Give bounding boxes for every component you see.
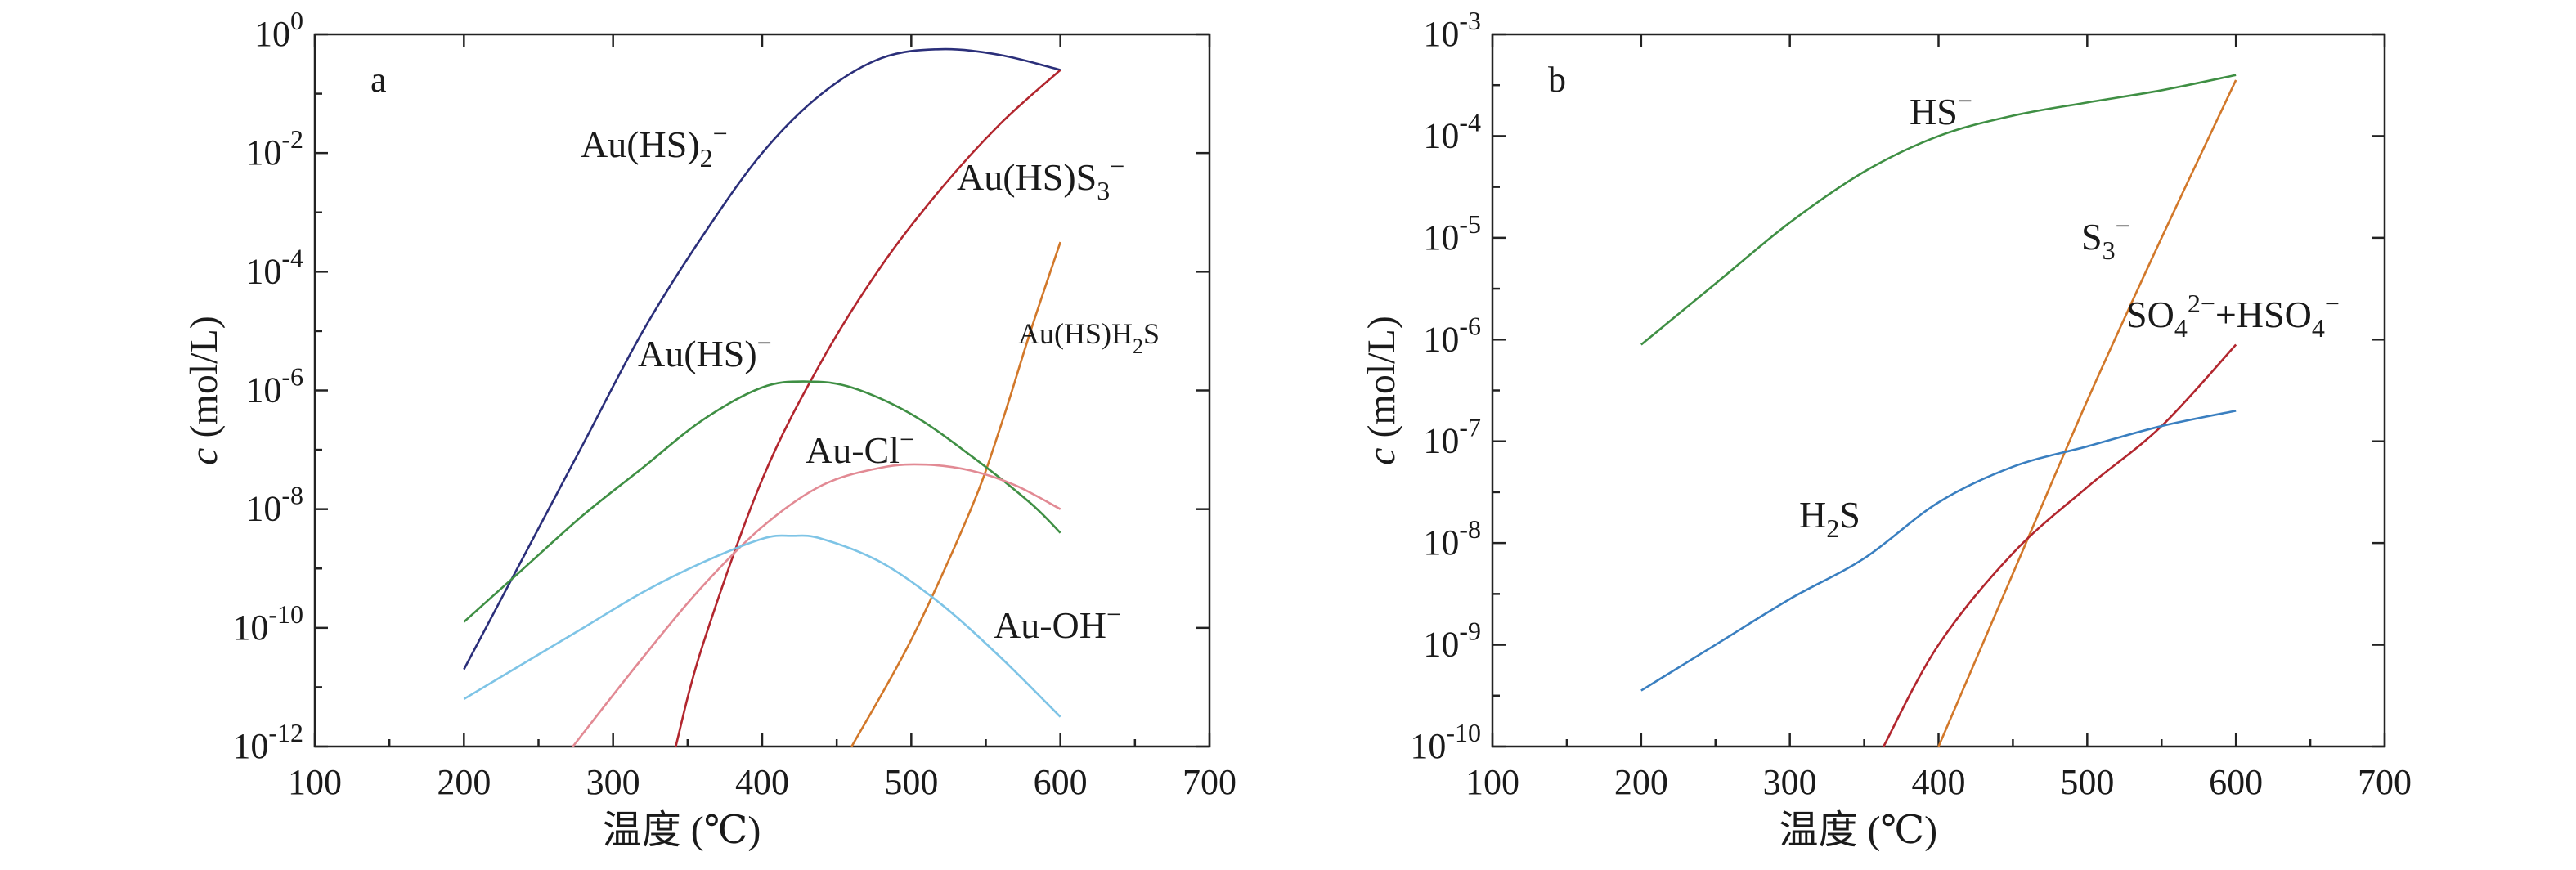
chart-panel-b: 100 200 300 400 500 600 700 10-10 10-9 10-8 10-7 10… xyxy=(1360,6,2412,852)
series-label: HS− xyxy=(1910,86,1972,132)
x-tick-label: 500 xyxy=(2060,762,2114,802)
x-tick-label: 100 xyxy=(288,762,342,802)
plot-frame xyxy=(1491,33,2386,748)
x-tick-label: 500 xyxy=(884,762,938,802)
x-tick-label: 400 xyxy=(1912,762,1966,802)
series-label: Au(HS)− xyxy=(638,328,772,374)
y-tick-label: 10-10 xyxy=(232,599,303,648)
series-label: Au(HS)2− xyxy=(581,119,728,173)
series-line-0 xyxy=(463,47,1061,670)
series-label: SO42−+HSO4− xyxy=(2126,289,2340,343)
series-line-2 xyxy=(850,241,1061,747)
series-label: H2S xyxy=(1799,494,1860,543)
series-label: Au(HS)H2S xyxy=(1018,317,1160,358)
x-tick-label: 700 xyxy=(1183,762,1236,802)
y-tick-label: 10-7 xyxy=(1423,413,1481,461)
y-tick-label: 10-2 xyxy=(245,124,303,173)
series-line-3 xyxy=(1640,410,2237,692)
series-label: Au(HS)S3− xyxy=(957,151,1124,205)
y-tick-label: 10-10 xyxy=(1410,718,1481,766)
y-tick-label: 10-6 xyxy=(1423,311,1481,359)
y-axis-label: c (mol/L) xyxy=(1360,316,1403,465)
y-tick-label: 10-8 xyxy=(245,481,303,529)
y-tick-label: 10-8 xyxy=(1423,514,1481,563)
y-tick-label: 10-6 xyxy=(245,362,303,410)
x-axis-label: 温度 (℃) xyxy=(603,809,761,852)
series-label: Au-OH− xyxy=(994,599,1121,646)
series-line-0 xyxy=(1640,74,2237,346)
x-tick-label: 100 xyxy=(1465,762,1519,802)
x-tick-label: 600 xyxy=(1034,762,1088,802)
series-line-1 xyxy=(674,69,1061,747)
x-tick-label: 200 xyxy=(437,762,491,802)
series-label: S3− xyxy=(2081,211,2130,265)
y-tick-label: 100 xyxy=(254,6,303,54)
x-tick-label: 600 xyxy=(2209,762,2263,802)
x-tick-label: 300 xyxy=(1763,762,1817,802)
series-line-1 xyxy=(1937,79,2237,747)
y-tick-label: 10-9 xyxy=(1423,617,1481,665)
x-tick-label: 200 xyxy=(1614,762,1668,802)
series-line-3 xyxy=(463,380,1061,623)
x-axis-label: 温度 (℃) xyxy=(1779,809,1937,852)
chart-panel-a: 100 200 300 400 500 600 700 10-12 10-10 10-8 10-6 1… xyxy=(182,6,1236,852)
y-tick-label: 10-4 xyxy=(245,243,303,291)
panel-label: b xyxy=(1548,60,1566,100)
y-tick-label: 10-5 xyxy=(1423,209,1481,258)
y-tick-label: 10-3 xyxy=(1423,6,1481,54)
x-tick-label: 300 xyxy=(586,762,640,802)
series-line-2 xyxy=(1883,343,2237,747)
series-line-5 xyxy=(463,534,1061,718)
x-tick-label: 700 xyxy=(2358,762,2412,802)
series-line-4 xyxy=(572,463,1061,747)
y-tick-label: 10-4 xyxy=(1423,107,1481,155)
x-tick-label: 400 xyxy=(735,762,789,802)
panel-label: a xyxy=(370,60,387,100)
series-label: Au-Cl− xyxy=(806,424,914,471)
y-axis-label: c (mol/L) xyxy=(182,316,226,465)
y-tick-label: 10-12 xyxy=(232,718,303,766)
